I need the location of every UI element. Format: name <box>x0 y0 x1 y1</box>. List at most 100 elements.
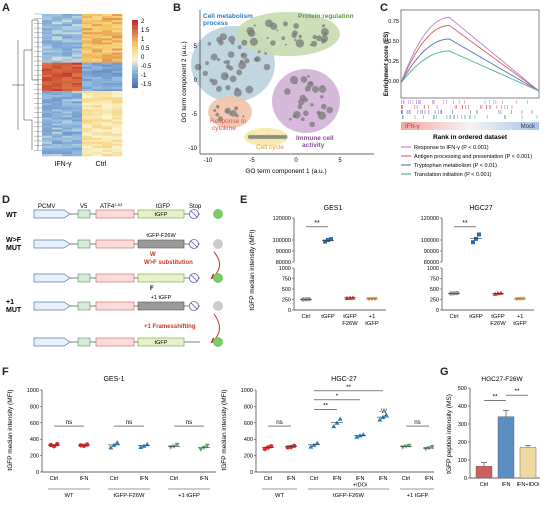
heatmap-cells <box>42 14 123 157</box>
heatmap-cell <box>52 54 63 57</box>
heatmap-cell <box>112 93 123 96</box>
heatmap-cell <box>62 103 73 106</box>
y-tick-label: 400 <box>30 437 39 443</box>
heatmap-cell <box>52 123 63 126</box>
heatmap-cell <box>72 22 83 25</box>
significance-label: ** <box>323 403 328 410</box>
go-term-point <box>234 106 239 111</box>
row-label-line: MUT <box>6 245 22 252</box>
heatmap-cell <box>82 80 93 84</box>
heatmap-cell <box>82 131 93 134</box>
data-point <box>285 445 290 450</box>
heatmap-cell <box>92 103 103 106</box>
heatmap-cell <box>52 87 63 90</box>
heatmap-cell <box>52 76 63 80</box>
x-tick-label: IFN+IDOi <box>516 482 539 488</box>
tgfp-header-label: tGFP <box>156 204 170 210</box>
heatmap-cell <box>102 127 113 130</box>
colorbar-segment <box>132 77 138 80</box>
heatmap-cell <box>112 14 123 17</box>
heatmap-cell <box>82 66 93 70</box>
colorbar-segment <box>132 65 138 68</box>
heatmap-cell <box>82 127 93 130</box>
significance-label: ns <box>186 419 193 426</box>
heatmap-cell <box>52 22 63 25</box>
heatmap-cell <box>82 82 93 86</box>
go-term-point <box>260 134 265 140</box>
promoter-label: PCMV <box>38 204 55 210</box>
heatmap-cell <box>72 70 83 74</box>
data-point <box>331 423 337 429</box>
go-term-point <box>267 134 272 140</box>
heatmap-cell <box>62 54 73 57</box>
heatmap-cell <box>62 30 73 33</box>
heatmap-cell <box>62 42 73 45</box>
go-term-point <box>293 23 299 29</box>
heatmap-cell <box>82 32 93 35</box>
atf4-label-text: ATF4 <box>100 204 115 210</box>
heatmap-cell <box>42 80 53 84</box>
heatmap-cell <box>62 125 73 128</box>
data-point <box>144 441 150 447</box>
go-term-point <box>289 75 299 85</box>
heatmap-cell <box>82 117 93 120</box>
heatmap-cell <box>62 141 73 145</box>
x-tick-label: tGFP <box>343 314 357 320</box>
heatmap-cell <box>82 85 93 88</box>
heatmap-cell <box>62 50 73 53</box>
heatmap-cell <box>82 129 93 132</box>
chart-title: GES1 <box>324 205 343 212</box>
heatmap-cell <box>42 16 53 19</box>
go-term-point <box>276 29 279 32</box>
y-tick: -10 <box>188 146 197 152</box>
heatmap-cell <box>52 127 63 130</box>
heatmap-cell <box>62 80 73 84</box>
go-term-point <box>310 103 314 107</box>
heatmap-cell <box>102 119 113 122</box>
significance-label: * <box>336 393 339 400</box>
gsea-rank-ticks <box>400 100 538 119</box>
legend-entry: Tryptophan metabolism (P < 0.01) <box>414 163 497 169</box>
panel-c-label: C <box>380 2 388 14</box>
row-label-line: +1 <box>6 299 14 306</box>
heatmap-cell <box>82 109 93 112</box>
legend-entry: Antigen processing and presentation (P <… <box>414 154 532 160</box>
bar <box>497 416 515 479</box>
heatmap-cell <box>112 109 123 112</box>
heatmap-cell <box>82 153 93 157</box>
x-tick-label: IFN <box>200 476 209 482</box>
heatmap-cell <box>82 97 93 100</box>
heatmap-cell <box>72 125 83 128</box>
heatmap-cell <box>112 72 123 76</box>
heatmap-cell <box>92 117 103 120</box>
y-tick: 5 <box>194 44 198 50</box>
data-point <box>474 236 478 241</box>
x-tick-label: +IDOi <box>353 483 367 489</box>
heatmap-cell <box>62 36 73 39</box>
heatmap-cell <box>82 78 93 82</box>
panel-g: HGC27-F26W tGFP peptide intensity (MS) 5… <box>444 372 544 505</box>
heatmap-cell <box>102 26 113 29</box>
heatmap-cell <box>92 133 103 137</box>
x-tick-label: tGFP <box>469 314 483 320</box>
y-tick-label: 500 <box>458 386 467 392</box>
cluster-label-cellcycle: Cell cycle <box>256 144 284 151</box>
heatmap-cell <box>42 99 53 102</box>
go-term-point <box>263 134 269 140</box>
heatmap-cell <box>82 113 93 116</box>
y-tick: -5 <box>192 112 198 118</box>
tgfp-frameshift-box <box>137 301 185 311</box>
heatmap-cell <box>72 26 83 29</box>
go-scatter: -10 -5 0 5 5 0 -5 -10 GO term component … <box>181 10 374 175</box>
x-tick-label: IFN <box>287 476 296 482</box>
gsea-curves <box>400 16 540 92</box>
data-point <box>498 290 504 295</box>
heatmap-cell <box>92 95 103 98</box>
heatmap-cell <box>92 105 103 108</box>
go-term-point <box>303 110 309 117</box>
heatmap-cell <box>42 52 53 55</box>
go-term-point <box>263 63 271 71</box>
go-term-point <box>297 104 303 110</box>
heatmap-cell <box>72 40 83 43</box>
heatmap-cell <box>92 139 103 143</box>
